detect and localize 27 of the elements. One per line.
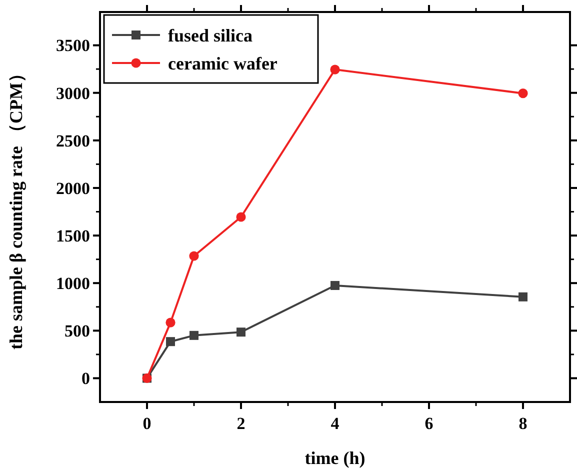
legend-label: ceramic wafer [168, 53, 278, 74]
point [166, 337, 175, 346]
point [189, 251, 199, 261]
x-tick-label: 2 [236, 414, 246, 433]
point [330, 280, 340, 290]
point [330, 64, 340, 74]
y-tick-label: 1500 [56, 226, 90, 246]
y-axis-title: the sample β counting rate （CPM） [6, 64, 26, 350]
x-tick-label: 8 [518, 414, 528, 433]
x-tick-label: 6 [424, 414, 434, 433]
y-tick-label: 1000 [56, 274, 90, 294]
point [236, 328, 246, 337]
legend-label: fused silica [168, 25, 253, 46]
y-tick-label: 3000 [56, 84, 90, 103]
x-tick-label: 4 [330, 414, 340, 433]
point [166, 318, 176, 328]
point [518, 292, 528, 302]
point [518, 88, 528, 98]
x-tick-label: 0 [142, 414, 152, 433]
y-tick-label: 500 [64, 322, 90, 341]
y-tick-label: 2000 [56, 178, 90, 198]
point [236, 212, 246, 222]
y-tick-label: 3500 [56, 36, 90, 56]
y-tick-label: 2500 [56, 131, 90, 150]
point [190, 330, 198, 340]
x-axis-title: time (h) [304, 448, 366, 468]
y-tick-label: 0 [82, 369, 90, 388]
